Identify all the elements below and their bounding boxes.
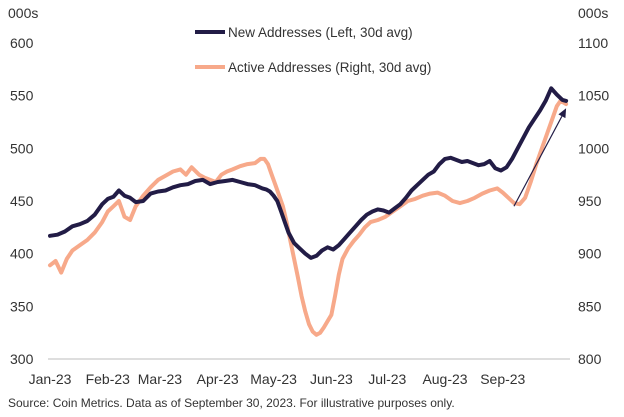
x-tick-label: Feb-23 bbox=[86, 371, 131, 387]
right-axis-unit: 000s bbox=[578, 5, 608, 21]
series-layer bbox=[48, 86, 569, 337]
series-line-active-addresses bbox=[48, 98, 569, 337]
left-tick-label: 450 bbox=[10, 193, 34, 209]
x-axis-ticks: Jan-23 Feb-23 Mar-23 Apr-23 May-23 Jun-23 Jul-… bbox=[29, 371, 526, 387]
x-tick-label: Jul-23 bbox=[368, 371, 406, 387]
right-axis-ticks: 800 850 900 950 1000 1050 1100 bbox=[578, 35, 609, 367]
right-tick-label: 1000 bbox=[578, 140, 609, 156]
legend-label-active-addresses: Active Addresses (Right, 30d avg) bbox=[228, 60, 431, 75]
right-tick-label: 900 bbox=[578, 246, 602, 262]
source-note: Source: Coin Metrics. Data as of Septemb… bbox=[8, 396, 455, 410]
left-tick-label: 300 bbox=[10, 351, 34, 367]
right-tick-label: 1050 bbox=[578, 88, 609, 104]
right-tick-label: 800 bbox=[578, 351, 602, 367]
x-tick-label: Sep-23 bbox=[480, 371, 525, 387]
annotation-layer bbox=[513, 108, 567, 207]
right-tick-label: 1100 bbox=[578, 35, 608, 51]
x-tick-label: Apr-23 bbox=[197, 371, 239, 387]
right-tick-label: 850 bbox=[578, 298, 602, 314]
legend-label-new-addresses: New Addresses (Left, 30d avg) bbox=[228, 25, 413, 40]
left-tick-label: 600 bbox=[10, 35, 34, 51]
x-tick-label: Aug-23 bbox=[422, 371, 467, 387]
left-tick-label: 550 bbox=[10, 88, 34, 104]
left-axis-unit: 000s bbox=[8, 5, 38, 21]
legend: New Addresses (Left, 30d avg) Active Add… bbox=[195, 25, 431, 75]
x-tick-label: May-23 bbox=[250, 371, 297, 387]
x-tick-label: Jun-23 bbox=[310, 371, 353, 387]
x-tick-label: Jan-23 bbox=[29, 371, 72, 387]
series-line-new-addresses bbox=[48, 86, 569, 260]
trend-arrow-line bbox=[513, 115, 563, 207]
left-tick-label: 400 bbox=[10, 246, 34, 262]
right-tick-label: 950 bbox=[578, 193, 602, 209]
left-tick-label: 500 bbox=[10, 140, 34, 156]
left-axis-ticks: 300 350 400 450 500 550 600 bbox=[10, 35, 34, 367]
x-tick-label: Mar-23 bbox=[138, 371, 183, 387]
left-tick-label: 350 bbox=[10, 298, 34, 314]
trend-arrow-head bbox=[558, 108, 567, 119]
